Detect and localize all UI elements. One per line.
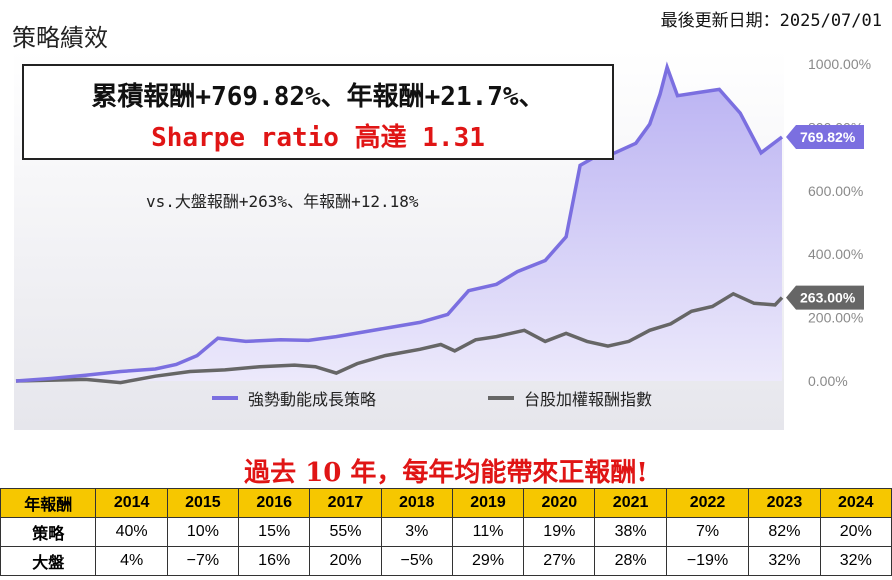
table-cell: 11% <box>451 517 525 547</box>
legend-market: 台股加權報酬指數 <box>488 386 652 410</box>
highlight-box: 累積報酬+769.82%、年報酬+21.7%、 Sharpe ratio 高達 … <box>22 64 614 160</box>
table-cell: 32% <box>819 546 892 576</box>
table-cell: 40% <box>95 517 168 547</box>
table-header-cell: 2024 <box>819 488 892 518</box>
table-cell: 4% <box>95 546 168 576</box>
table-header-cell: 2015 <box>166 488 240 518</box>
table-header-cell: 年報酬 <box>0 488 97 518</box>
table-header-cell: 2021 <box>594 488 667 518</box>
table-cell: 82% <box>748 517 821 547</box>
table-cell: 15% <box>238 517 311 547</box>
table-cell: 20% <box>309 546 382 576</box>
table-cell: 32% <box>748 546 821 576</box>
table-header-cell: 2014 <box>95 488 168 518</box>
table-cell: 大盤 <box>0 546 97 576</box>
legend-label-market: 台股加權報酬指數 <box>524 390 653 409</box>
table-cell: 38% <box>594 517 667 547</box>
table-header-cell: 2023 <box>748 488 821 518</box>
table-cell: 20% <box>819 517 892 547</box>
positive-returns-headline: 過去 10 年，每年均能帶來正報酬! <box>244 458 648 488</box>
y-tick-label: 200.00% <box>808 310 863 326</box>
table-cell: 27% <box>523 546 596 576</box>
page-title: 策略績效 <box>12 24 108 52</box>
table-cell: 28% <box>594 546 667 576</box>
benchmark-comparison: vs.大盤報酬+263%、年報酬+12.18% <box>146 192 419 211</box>
table-header-cell: 2022 <box>665 488 750 518</box>
y-tick-label: 600.00% <box>808 183 863 199</box>
table-cell: 3% <box>380 517 453 547</box>
series-end-labels: 769.82% 263.00% <box>786 124 864 310</box>
strategy-end-label: 769.82% <box>786 124 864 149</box>
legend-swatch-strategy <box>212 396 238 400</box>
table-cell: 10% <box>166 517 240 547</box>
table-cell: −5% <box>380 546 453 576</box>
table-header-row: 年報酬 2014 2015 2016 2017 2018 2019 2020 2… <box>0 488 892 518</box>
y-tick-label: 1000.00% <box>808 56 871 72</box>
market-end-label: 263.00% <box>786 285 864 310</box>
legend-swatch-market <box>488 396 514 400</box>
table-cell: −19% <box>665 546 750 576</box>
table-cell: 7% <box>665 517 750 547</box>
last-updated: 最後更新日期：2025/07/01 <box>660 11 882 31</box>
svg-text:769.82%: 769.82% <box>800 129 856 145</box>
table-header-cell: 2017 <box>309 488 382 518</box>
y-axis-ticks: 0.00%200.00%400.00%600.00%800.00%1000.00… <box>808 56 871 389</box>
table-cell: 29% <box>451 546 525 576</box>
table-cell: 55% <box>309 517 382 547</box>
table-header-cell: 2018 <box>380 488 453 518</box>
annual-returns-table: 年報酬 2014 2015 2016 2017 2018 2019 2020 2… <box>0 488 892 576</box>
table-cell: 16% <box>238 546 311 576</box>
table-row-strategy: 策略 40% 10% 15% 55% 3% 11% 19% 38% 7% 82%… <box>0 517 892 547</box>
y-tick-label: 400.00% <box>808 246 863 262</box>
market-series-line <box>15 291 784 385</box>
sharpe-ratio-text: Sharpe ratio 高達 1.31 <box>151 123 485 153</box>
table-cell: 19% <box>523 517 596 547</box>
table-cell: 策略 <box>0 517 97 547</box>
y-tick-label: 0.00% <box>808 373 848 389</box>
table-header-cell: 2019 <box>451 488 525 518</box>
table-header-cell: 2016 <box>238 488 311 518</box>
strategy-area <box>16 67 782 381</box>
svg-text:263.00%: 263.00% <box>800 290 856 306</box>
table-cell: −7% <box>166 546 240 576</box>
table-header-cell: 2020 <box>523 488 596 518</box>
strategy-series-line <box>15 61 784 383</box>
legend-strategy: 強勢動能成長策略 <box>212 386 376 410</box>
table-row-market: 大盤 4% −7% 16% 20% −5% 29% 27% 28% −19% 3… <box>0 546 892 576</box>
legend-label-strategy: 強勢動能成長策略 <box>248 390 377 409</box>
cumulative-return-text: 累積報酬+769.82%、年報酬+21.7%、 <box>91 82 545 112</box>
